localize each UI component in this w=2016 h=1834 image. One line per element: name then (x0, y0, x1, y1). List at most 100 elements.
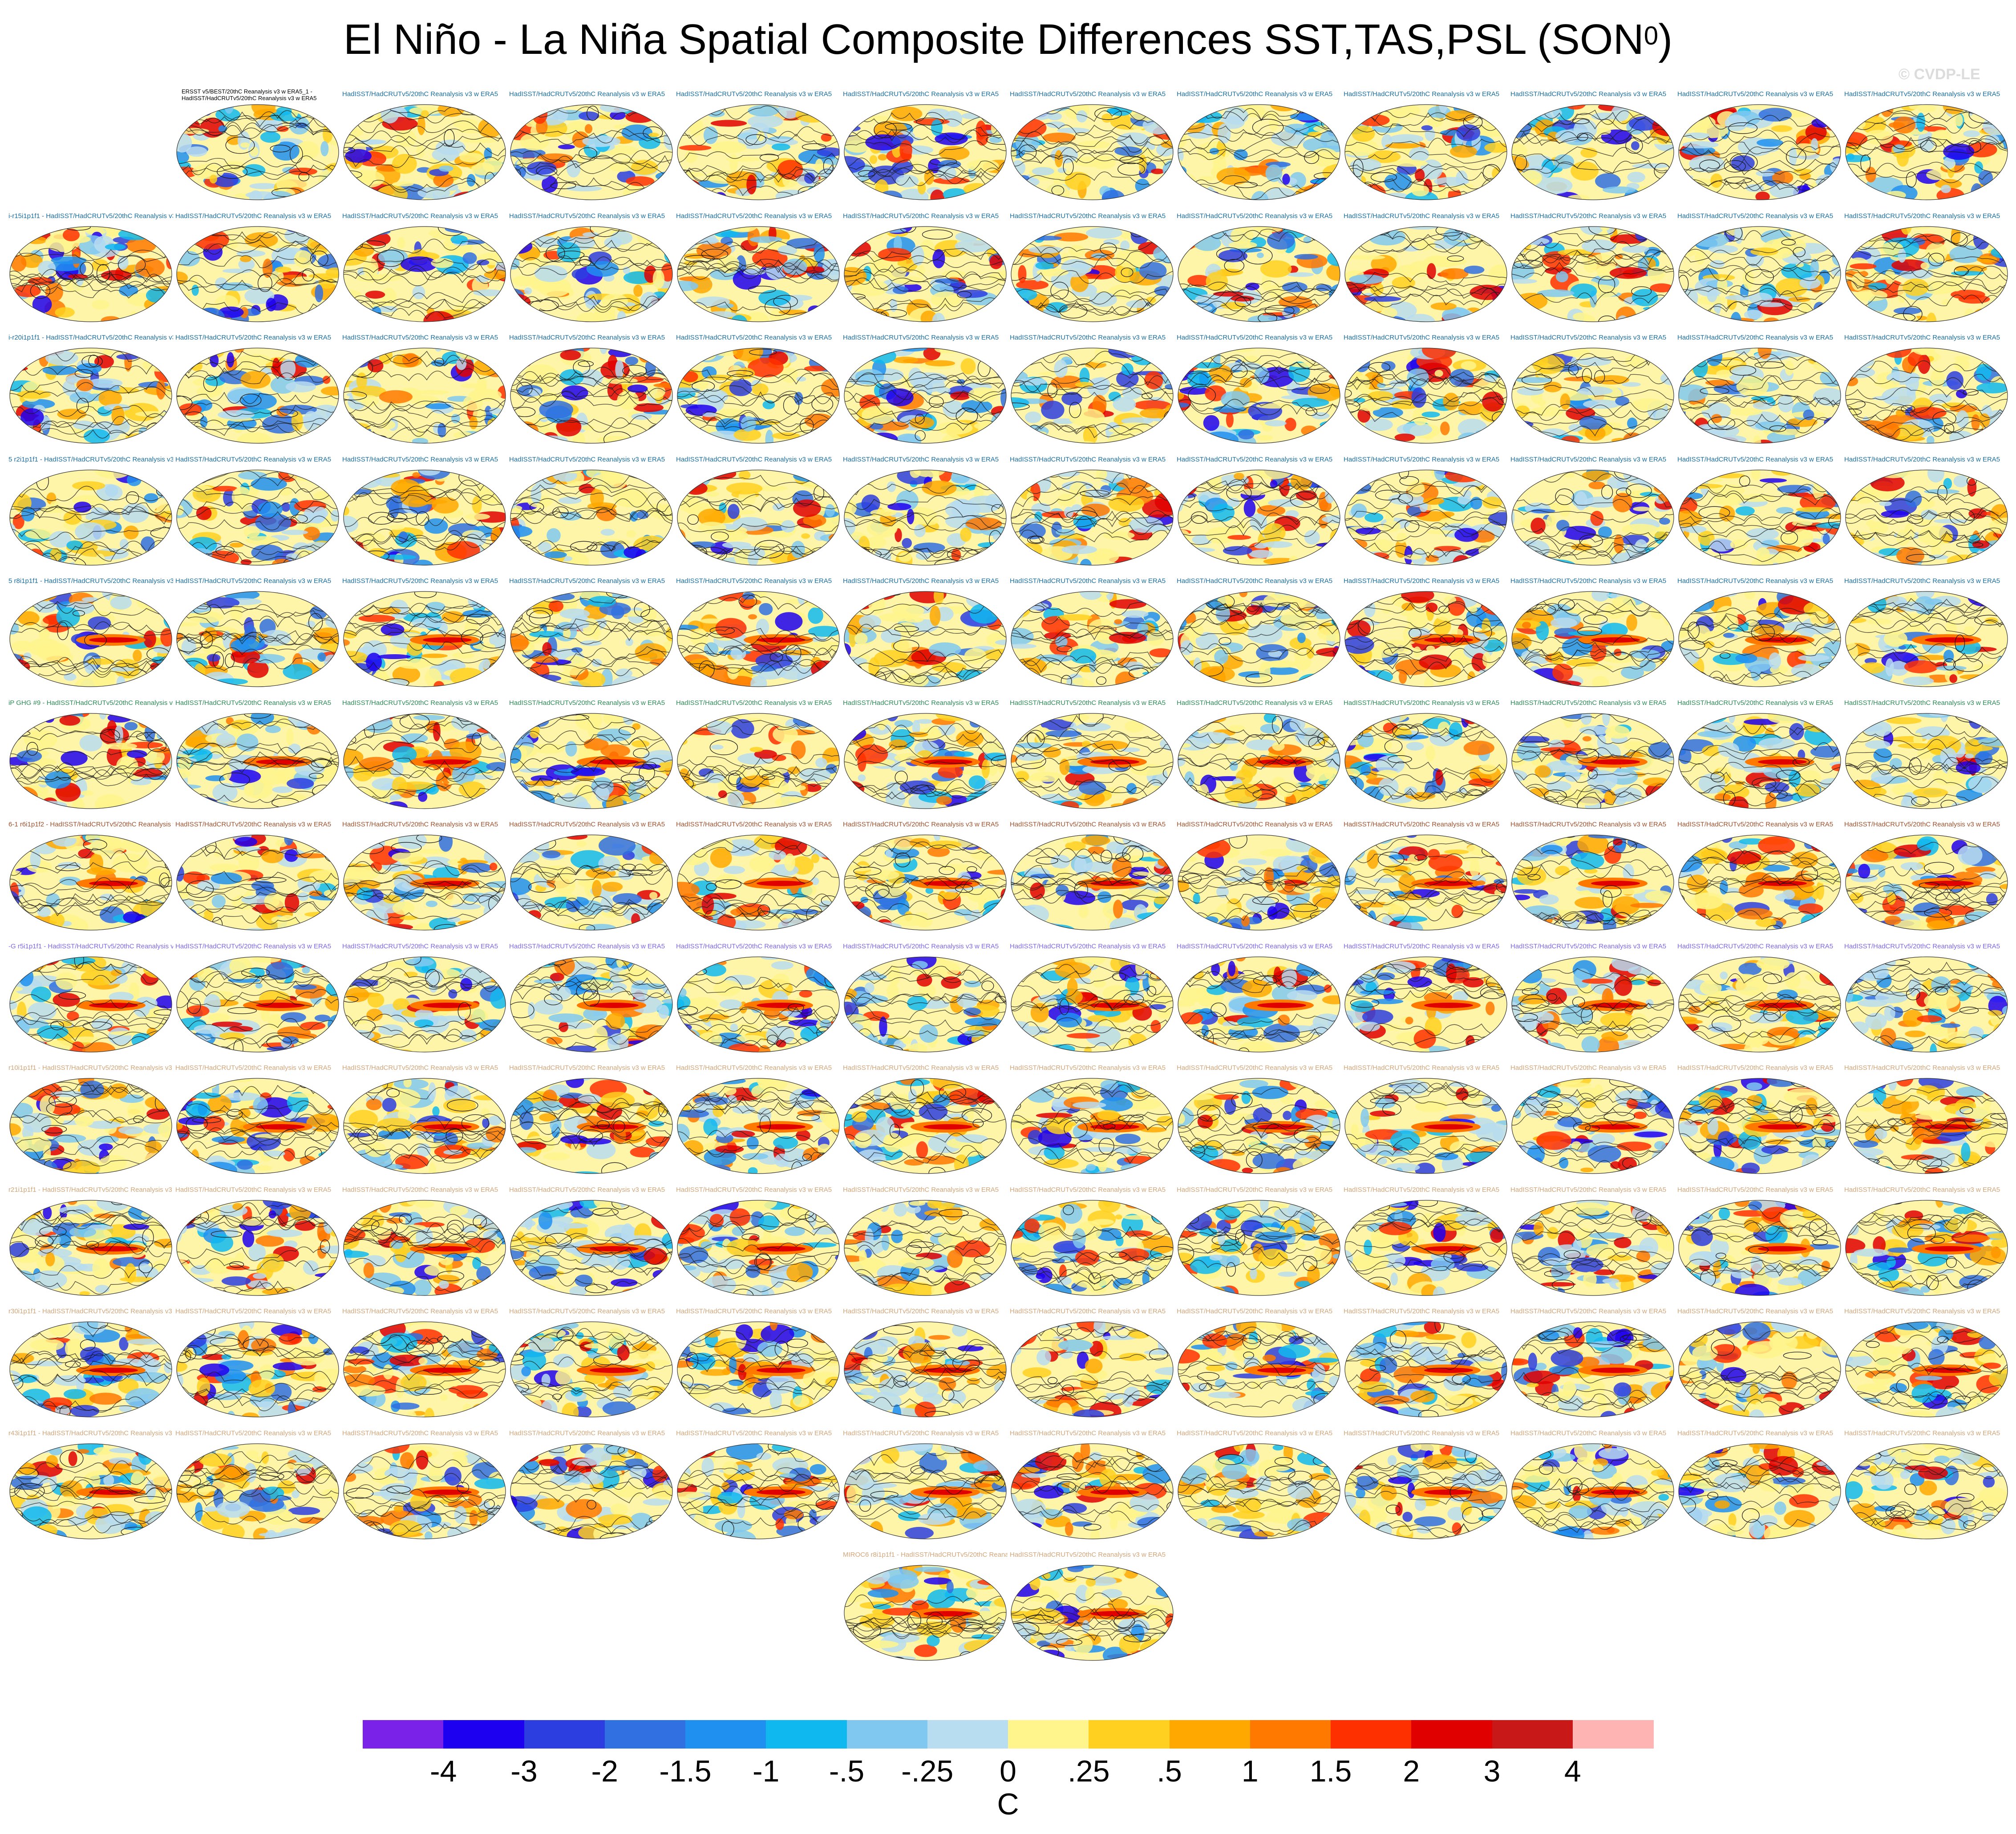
composite-map (1344, 834, 1507, 931)
map-panel: HadISST/HadCRUTv5/20thC Reanalysis v3 w … (843, 821, 1008, 932)
composite-map (1178, 713, 1340, 809)
panel-label: HadISST/HadCRUTv5/20thC Reanalysis v3 w … (509, 91, 665, 98)
composite-map (176, 1078, 339, 1174)
map-panel: HadISST/HadCRUTv5/20thC Reanalysis v3 w … (676, 1430, 841, 1541)
colorbar-tick-label: 2 (1403, 1754, 1420, 1788)
panel-label: HadISST/HadCRUTv5/20thC Reanalysis v3 w … (509, 1186, 665, 1194)
panel-label: HadISST/HadCRUTv5/20thC Reanalysis v3 w … (1344, 334, 1500, 341)
panel-label: r30i1p1f1 - HadISST/HadCRUTv5/20thC Rean… (8, 1308, 173, 1315)
map-panel: HadISST/HadCRUTv5/20thC Reanalysis v3 w … (1844, 91, 2009, 202)
map-panel: HadISST/HadCRUTv5/20thC Reanalysis v3 w … (1344, 213, 1508, 324)
map-panel: HadISST/HadCRUTv5/20thC Reanalysis v3 w … (1010, 456, 1174, 567)
colorbar-segment (1008, 1720, 1089, 1749)
composite-map (1678, 1199, 1841, 1296)
map-panel: i-r15i1p1f1 - HadISST/HadCRUTv5/20thC Re… (8, 213, 173, 324)
map-panel: HadISST/HadCRUTv5/20thC Reanalysis v3 w … (1010, 1308, 1174, 1419)
map-panel: HadISST/HadCRUTv5/20thC Reanalysis v3 w … (1177, 1186, 1341, 1298)
panel-label: HadISST/HadCRUTv5/20thC Reanalysis v3 w … (175, 943, 332, 950)
panel-label: HadISST/HadCRUTv5/20thC Reanalysis v3 w … (1177, 91, 1333, 98)
composite-map (176, 348, 339, 444)
colorbar-segment (927, 1720, 1008, 1749)
panel-label: HadISST/HadCRUTv5/20thC Reanalysis v3 w … (1677, 821, 1834, 828)
map-panel: HadISST/HadCRUTv5/20thC Reanalysis v3 w … (843, 578, 1008, 689)
map-panel: HadISST/HadCRUTv5/20thC Reanalysis v3 w … (1177, 578, 1341, 689)
panel-label: HadISST/HadCRUTv5/20thC Reanalysis v3 w … (676, 91, 832, 98)
panel-label: 6-1 r6i1p1f2 - HadISST/HadCRUTv5/20thC R… (8, 821, 173, 828)
map-panel: HadISST/HadCRUTv5/20thC Reanalysis v3 w … (1177, 943, 1341, 1054)
colorbar-unit-label: C (997, 1787, 1019, 1821)
map-panel: HadISST/HadCRUTv5/20thC Reanalysis v3 w … (843, 700, 1008, 811)
composite-map (1011, 469, 1174, 566)
map-panel: HadISST/HadCRUTv5/20thC Reanalysis v3 w … (1177, 213, 1341, 324)
map-panel: HadISST/HadCRUTv5/20thC Reanalysis v3 w … (175, 1430, 340, 1541)
map-panel: HadISST/HadCRUTv5/20thC Reanalysis v3 w … (1677, 578, 1842, 689)
panel-label: HadISST/HadCRUTv5/20thC Reanalysis v3 w … (1010, 212, 1166, 220)
composite-map (1178, 1321, 1340, 1417)
composite-map (343, 1321, 506, 1417)
panel-label: HadISST/HadCRUTv5/20thC Reanalysis v3 w … (676, 456, 832, 463)
panel-label: HadISST/HadCRUTv5/20thC Reanalysis v3 w … (1344, 1065, 1500, 1072)
composite-map (9, 1078, 172, 1174)
map-panel: HadISST/HadCRUTv5/20thC Reanalysis v3 w … (342, 578, 507, 689)
panel-label: HadISST/HadCRUTv5/20thC Reanalysis v3 w … (843, 212, 999, 220)
panel-label: HadISST/HadCRUTv5/20thC Reanalysis v3 w … (1010, 943, 1166, 950)
composite-map (844, 469, 1007, 566)
map-panel: HadISST/HadCRUTv5/20thC Reanalysis v3 w … (509, 943, 674, 1054)
panel-label: HadISST/HadCRUTv5/20thC Reanalysis v3 w … (1844, 1065, 2000, 1072)
map-panel: HadISST/HadCRUTv5/20thC Reanalysis v3 w … (1177, 334, 1341, 445)
panel-label: HadISST/HadCRUTv5/20thC Reanalysis v3 w … (509, 578, 665, 585)
map-panel: HadISST/HadCRUTv5/20thC Reanalysis v3 w … (1510, 1186, 1675, 1298)
panel-label: HadISST/HadCRUTv5/20thC Reanalysis v3 w … (342, 456, 498, 463)
composite-map (176, 469, 339, 566)
composite-map (1845, 1199, 2008, 1296)
map-panel: HadISST/HadCRUTv5/20thC Reanalysis v3 w … (1844, 821, 2009, 932)
map-panel: iP GHG #9 - HadISST/HadCRUTv5/20thC Rean… (8, 700, 173, 811)
map-panel: HadISST/HadCRUTv5/20thC Reanalysis v3 w … (676, 456, 841, 567)
panel-label: HadISST/HadCRUTv5/20thC Reanalysis v3 w … (342, 821, 498, 828)
panel-label: HadISST/HadCRUTv5/20thC Reanalysis v3 w … (342, 578, 498, 585)
panel-label: HadISST/HadCRUTv5/20thC Reanalysis v3 w … (509, 1308, 665, 1315)
map-panel: HadISST/HadCRUTv5/20thC Reanalysis v3 w … (1677, 943, 1842, 1054)
panel-label: HadISST/HadCRUTv5/20thC Reanalysis v3 w … (1010, 578, 1166, 585)
panel-label: HadISST/HadCRUTv5/20thC Reanalysis v3 w … (175, 699, 332, 707)
composite-map (510, 1443, 673, 1539)
composite-map (1344, 469, 1507, 566)
panel-label: HadISST/HadCRUTv5/20thC Reanalysis v3 w … (1177, 699, 1333, 707)
colorbar-segment (766, 1720, 847, 1749)
composite-map (1011, 834, 1174, 931)
composite-map (1344, 348, 1507, 444)
colorbar-tick-label: 1 (1241, 1754, 1259, 1788)
map-panel: HadISST/HadCRUTv5/20thC Reanalysis v3 w … (1677, 1308, 1842, 1419)
panel-label: HadISST/HadCRUTv5/20thC Reanalysis v3 w … (843, 699, 999, 707)
map-panel: HadISST/HadCRUTv5/20thC Reanalysis v3 w … (1344, 943, 1508, 1054)
colorbar-segment (604, 1720, 686, 1749)
panel-label: HadISST/HadCRUTv5/20thC Reanalysis v3 w … (175, 1429, 332, 1437)
colorbar-tick-label: -2 (591, 1754, 618, 1788)
composite-map (9, 1199, 172, 1296)
colorbar-tick-label: 4 (1564, 1754, 1581, 1788)
panel-label: HadISST/HadCRUTv5/20thC Reanalysis v3 w … (1677, 334, 1834, 341)
composite-map (1678, 713, 1841, 809)
map-panel: HadISST/HadCRUTv5/20thC Reanalysis v3 w … (1344, 1430, 1508, 1541)
panel-label: HadISST/HadCRUTv5/20thC Reanalysis v3 w … (509, 212, 665, 220)
colorbar-tick-label: -.5 (829, 1754, 865, 1788)
map-panel: HadISST/HadCRUTv5/20thC Reanalysis v3 w … (1177, 456, 1341, 567)
panel-label: MIROC6 r8i1p1f1 - HadISST/HadCRUTv5/20th… (843, 1551, 1008, 1559)
composite-map (9, 713, 172, 809)
map-panel: HadISST/HadCRUTv5/20thC Reanalysis v3 w … (676, 91, 841, 202)
map-panel: HadISST/HadCRUTv5/20thC Reanalysis v3 w … (342, 1308, 507, 1419)
panel-label: HadISST/HadCRUTv5/20thC Reanalysis v3 w … (1177, 1065, 1333, 1072)
panel-label: HadISST/HadCRUTv5/20thC Reanalysis v3 w … (342, 212, 498, 220)
composite-map (1178, 1443, 1340, 1539)
panel-label: HadISST/HadCRUTv5/20thC Reanalysis v3 w … (1177, 1186, 1333, 1194)
panel-label: HadISST/HadCRUTv5/20thC Reanalysis v3 w … (1510, 1065, 1667, 1072)
map-panel: HadISST/HadCRUTv5/20thC Reanalysis v3 w … (1010, 578, 1174, 689)
composite-map (1678, 226, 1841, 322)
composite-map (677, 104, 840, 200)
composite-map (1178, 348, 1340, 444)
panel-label: HadISST/HadCRUTv5/20thC Reanalysis v3 w … (1844, 578, 2000, 585)
panel-label: 5 r8i1p1f1 - HadISST/HadCRUTv5/20thC Rea… (8, 578, 173, 585)
composite-map (1511, 1078, 1674, 1174)
panel-label: i-r20i1p1f1 - HadISST/HadCRUTv5/20thC Re… (8, 334, 173, 341)
composite-map (1678, 104, 1841, 200)
